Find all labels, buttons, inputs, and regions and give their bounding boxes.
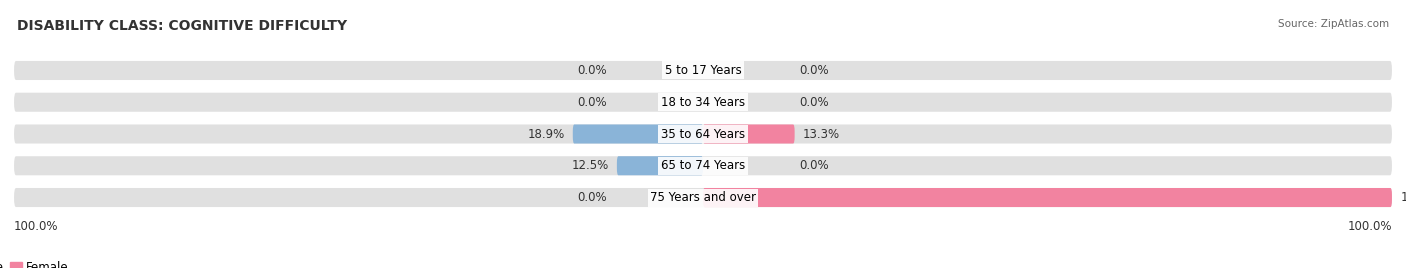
Text: Source: ZipAtlas.com: Source: ZipAtlas.com — [1278, 19, 1389, 29]
FancyBboxPatch shape — [703, 188, 1392, 207]
Text: 12.5%: 12.5% — [571, 159, 609, 172]
FancyBboxPatch shape — [14, 188, 1392, 207]
Text: 0.0%: 0.0% — [576, 191, 606, 204]
Text: 100.0%: 100.0% — [14, 220, 59, 233]
Text: 0.0%: 0.0% — [576, 64, 606, 77]
FancyBboxPatch shape — [703, 124, 794, 144]
Text: 13.3%: 13.3% — [803, 128, 839, 140]
Text: 100.0%: 100.0% — [1347, 220, 1392, 233]
Text: 75 Years and over: 75 Years and over — [650, 191, 756, 204]
Text: 100.0%: 100.0% — [1400, 191, 1406, 204]
Text: 0.0%: 0.0% — [800, 64, 830, 77]
Text: 0.0%: 0.0% — [576, 96, 606, 109]
Text: 5 to 17 Years: 5 to 17 Years — [665, 64, 741, 77]
FancyBboxPatch shape — [14, 93, 1392, 112]
Text: 18.9%: 18.9% — [527, 128, 565, 140]
Legend: Male, Female: Male, Female — [0, 256, 73, 268]
FancyBboxPatch shape — [14, 156, 1392, 175]
FancyBboxPatch shape — [572, 124, 703, 144]
FancyBboxPatch shape — [14, 61, 1392, 80]
Text: DISABILITY CLASS: COGNITIVE DIFFICULTY: DISABILITY CLASS: COGNITIVE DIFFICULTY — [17, 19, 347, 33]
FancyBboxPatch shape — [14, 124, 1392, 144]
Text: 35 to 64 Years: 35 to 64 Years — [661, 128, 745, 140]
Text: 65 to 74 Years: 65 to 74 Years — [661, 159, 745, 172]
FancyBboxPatch shape — [617, 156, 703, 175]
Text: 18 to 34 Years: 18 to 34 Years — [661, 96, 745, 109]
Text: 0.0%: 0.0% — [800, 159, 830, 172]
Text: 0.0%: 0.0% — [800, 96, 830, 109]
